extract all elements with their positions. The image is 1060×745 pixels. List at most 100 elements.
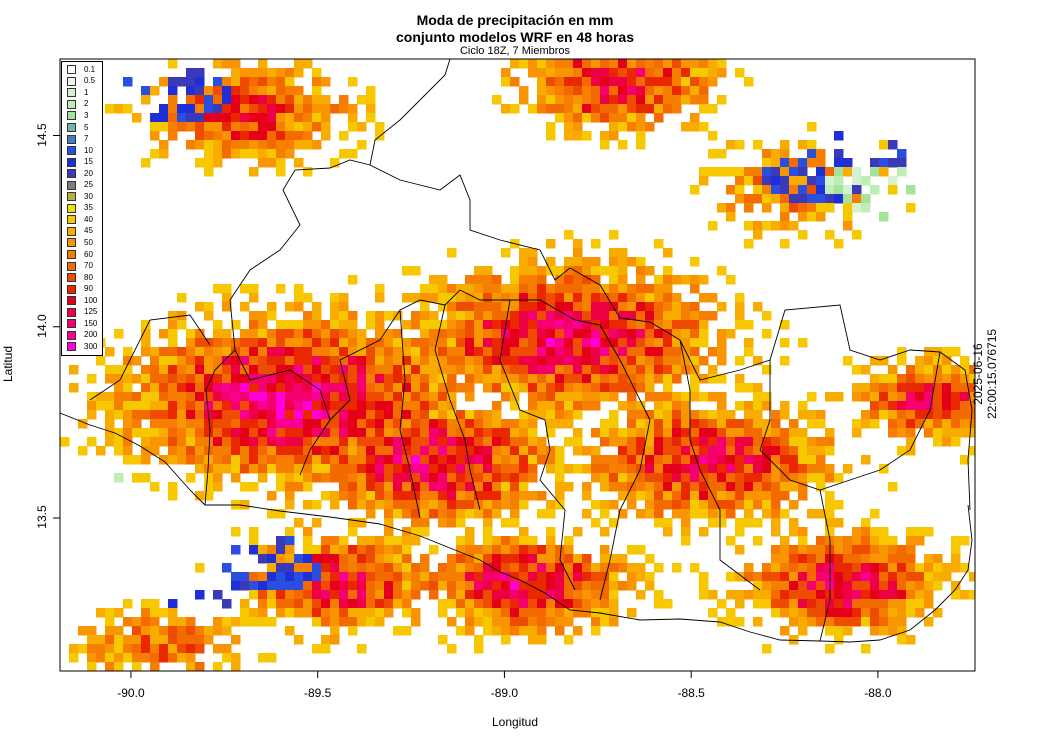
raster-cell	[636, 347, 646, 357]
raster-cell	[438, 338, 448, 348]
raster-cell	[798, 185, 808, 195]
raster-cell	[339, 293, 349, 303]
raster-cell	[429, 329, 439, 339]
raster-cell	[222, 428, 232, 438]
raster-cell	[843, 464, 853, 474]
raster-cell	[177, 626, 187, 636]
raster-cell	[240, 428, 250, 438]
raster-cell	[438, 392, 448, 402]
raster-cell	[591, 257, 601, 267]
raster-cell	[654, 455, 664, 465]
raster-cell	[249, 356, 259, 366]
raster-cell	[474, 329, 484, 339]
raster-cell	[294, 113, 304, 123]
raster-cell	[591, 86, 601, 96]
raster-cell	[690, 257, 700, 267]
raster-cell	[177, 635, 187, 645]
raster-cell	[285, 356, 295, 366]
raster-cell	[708, 410, 718, 420]
raster-cell	[267, 329, 277, 339]
raster-cell	[231, 320, 241, 330]
raster-cell	[582, 590, 592, 600]
raster-cell	[618, 437, 628, 447]
raster-cell	[159, 626, 169, 636]
raster-cell	[330, 626, 340, 636]
raster-cell	[753, 500, 763, 510]
raster-cell	[294, 158, 304, 168]
raster-cell	[528, 545, 538, 555]
raster-cell	[798, 428, 808, 438]
raster-cell	[735, 473, 745, 483]
raster-cell	[276, 590, 286, 600]
raster-cell	[294, 446, 304, 456]
raster-cell	[348, 329, 358, 339]
raster-cell	[663, 338, 673, 348]
raster-cell	[663, 320, 673, 330]
raster-cell	[897, 635, 907, 645]
raster-cell	[834, 167, 844, 177]
raster-cell	[276, 563, 286, 573]
raster-cell	[204, 419, 214, 429]
raster-cell	[897, 410, 907, 420]
raster-cell	[123, 374, 133, 384]
raster-cell	[654, 419, 664, 429]
raster-cell	[807, 464, 817, 474]
raster-cell	[420, 455, 430, 465]
raster-cell	[402, 266, 412, 276]
raster-cell	[429, 446, 439, 456]
raster-cell	[213, 455, 223, 465]
raster-cell	[222, 149, 232, 159]
raster-cell	[672, 491, 682, 501]
raster-cell	[906, 599, 916, 609]
raster-cell	[483, 293, 493, 303]
raster-cell	[402, 356, 412, 366]
raster-cell	[843, 617, 853, 627]
raster-cell	[366, 95, 376, 105]
raster-cell	[177, 455, 187, 465]
raster-cell	[906, 374, 916, 384]
raster-cell	[546, 68, 556, 78]
raster-cell	[609, 329, 619, 339]
raster-cell	[114, 644, 124, 654]
raster-cell	[474, 356, 484, 366]
raster-cell	[123, 356, 133, 366]
raster-cell	[159, 149, 169, 159]
raster-cell	[816, 194, 826, 204]
raster-cell	[285, 590, 295, 600]
raster-cell	[870, 626, 880, 636]
raster-cell	[591, 311, 601, 321]
raster-cell	[105, 410, 115, 420]
raster-cell	[951, 437, 961, 447]
raster-cell	[447, 383, 457, 393]
raster-cell	[159, 401, 169, 411]
raster-cell	[834, 176, 844, 186]
raster-cell	[609, 590, 619, 600]
raster-cell	[717, 509, 727, 519]
raster-cell	[393, 383, 403, 393]
raster-cell	[933, 356, 943, 366]
raster-cell	[924, 347, 934, 357]
raster-cell	[609, 248, 619, 258]
raster-cell	[231, 572, 241, 582]
raster-cell	[474, 347, 484, 357]
raster-cell	[195, 392, 205, 402]
raster-cell	[519, 347, 529, 357]
raster-cell	[762, 446, 772, 456]
raster-cell	[492, 536, 502, 546]
raster-cell	[600, 455, 610, 465]
raster-cell	[186, 329, 196, 339]
raster-cell	[267, 563, 277, 573]
raster-cell	[753, 428, 763, 438]
raster-cell	[456, 572, 466, 582]
raster-cell	[186, 428, 196, 438]
raster-cell	[231, 338, 241, 348]
raster-cell	[609, 59, 619, 69]
raster-cell	[951, 590, 961, 600]
raster-cell	[564, 464, 574, 474]
raster-cell	[483, 581, 493, 591]
raster-cell	[879, 590, 889, 600]
raster-cell	[348, 275, 358, 285]
raster-cell	[645, 356, 655, 366]
raster-cell	[159, 374, 169, 384]
raster-cell	[726, 500, 736, 510]
